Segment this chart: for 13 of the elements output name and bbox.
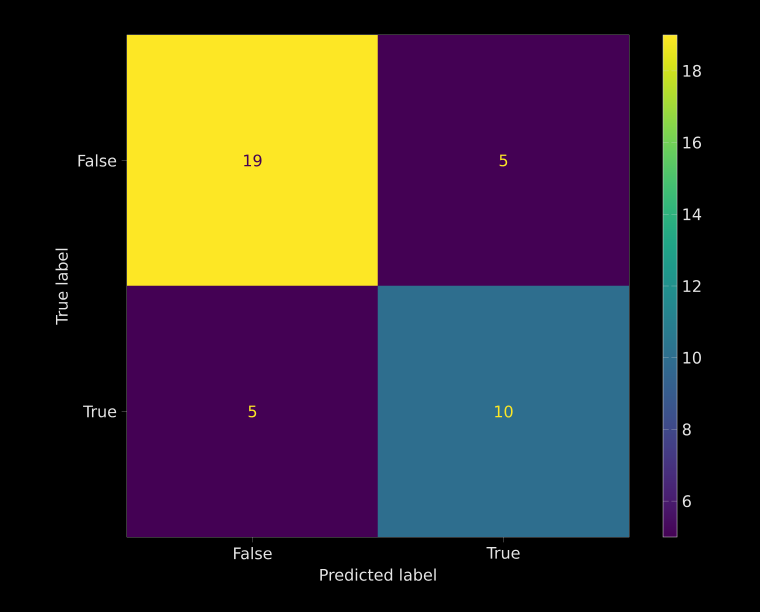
color-bar-label: 12 bbox=[683, 280, 700, 292]
color-bar-label: 6 bbox=[682, 495, 691, 508]
data-label: 5 bbox=[500, 154, 508, 166]
data-label: 5 bbox=[248, 406, 256, 418]
x-axis-title: Predicted label bbox=[320, 568, 436, 581]
color-bar-label: 18 bbox=[683, 64, 701, 77]
color-bar-label: 14 bbox=[683, 208, 702, 220]
y-axis-title: True label bbox=[56, 248, 68, 325]
color-bar-label: 16 bbox=[683, 136, 702, 149]
color-bar-label: 8 bbox=[682, 423, 691, 436]
data-label: 19 bbox=[244, 154, 262, 167]
color-bar-label: 10 bbox=[683, 352, 701, 364]
data-label: 10 bbox=[495, 405, 513, 418]
